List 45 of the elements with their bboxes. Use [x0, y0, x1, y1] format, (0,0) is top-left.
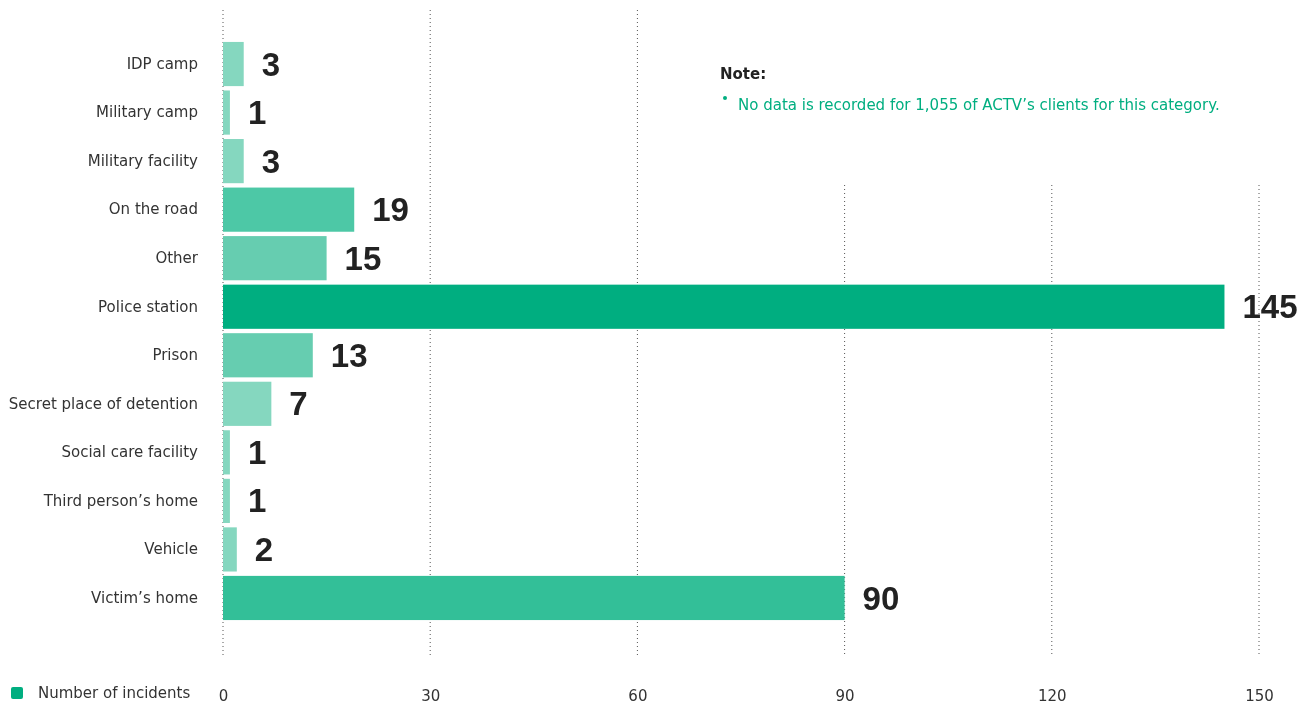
bar	[223, 527, 237, 572]
y-tick-label: Third person’s home	[42, 491, 198, 510]
x-tick-label: 150	[1245, 686, 1274, 701]
y-tick-label: Prison	[152, 346, 198, 365]
data-label: 3	[261, 142, 281, 180]
y-tick-label: Military camp	[96, 103, 198, 122]
y-tick-label: Secret place of detention	[8, 394, 198, 413]
y-tick-label: IDP camp	[126, 54, 198, 73]
data-label: 13	[330, 336, 368, 374]
data-label: 2	[254, 530, 274, 568]
bar	[223, 478, 230, 523]
data-label: 3	[261, 45, 281, 83]
bar	[223, 575, 845, 621]
x-tick-label: 120	[1037, 686, 1067, 701]
y-tick-label: Police station	[98, 297, 198, 316]
annotation: Note:	[720, 65, 767, 83]
legend-label: Number of incidents	[38, 684, 191, 701]
x-tick-label: 90	[835, 686, 855, 701]
data-label: 90	[862, 579, 900, 617]
bar	[223, 90, 230, 135]
x-tick-label: 60	[628, 686, 648, 701]
data-label: 7	[289, 385, 308, 423]
data-label: 1	[247, 94, 267, 132]
bar	[223, 430, 230, 475]
y-tick-label: On the road	[108, 200, 198, 219]
y-tick-label: Social care facility	[61, 443, 199, 462]
bar	[223, 381, 272, 426]
y-tick-label: Other	[155, 248, 199, 267]
annotation: No data is recorded for 1,055 of ACTV’s clients for this category.	[738, 96, 1220, 114]
data-label: 1	[247, 482, 267, 520]
bar	[223, 284, 1225, 329]
data-label: 1	[247, 433, 267, 471]
bar	[223, 236, 327, 281]
data-label: 145	[1242, 288, 1298, 326]
bar	[223, 333, 313, 378]
y-tick-label: Victim’s home	[91, 588, 198, 607]
bar	[223, 139, 244, 184]
y-tick-label: Military facility	[87, 151, 199, 170]
bar	[223, 41, 244, 87]
x-tick-label: 0	[218, 686, 229, 701]
y-tick-label: Vehicle	[144, 540, 198, 559]
data-label: 15	[344, 239, 382, 277]
data-label: 19	[372, 191, 409, 229]
x-tick-label: 30	[421, 686, 441, 701]
bar	[223, 187, 355, 232]
